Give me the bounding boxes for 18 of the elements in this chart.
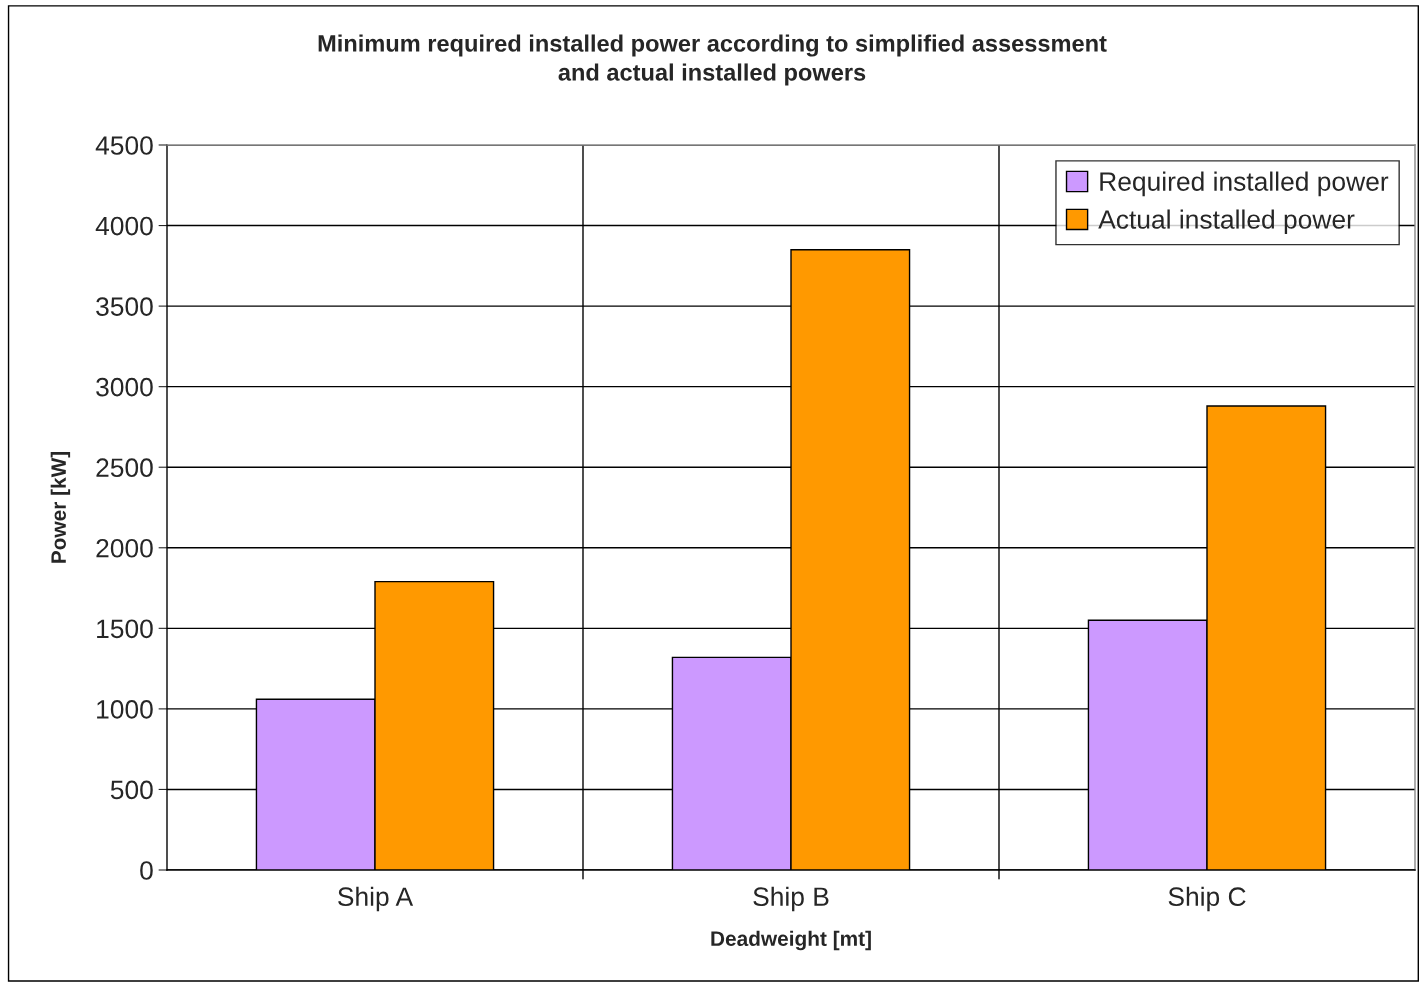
y-tick-label: 2000 [96,538,153,558]
y-tick-label: 2500 [96,458,153,478]
x-axis-title: Deadweight [mt] [711,930,871,951]
legend-label: Required installed power [1100,171,1389,197]
x-tick-label: Ship C [1168,886,1246,912]
legend-label: Actual installed power [1098,209,1355,235]
y-tick-label: 3500 [96,297,153,316]
y-tick-label: 0 [140,861,153,880]
x-tick-label: Ship B [753,886,829,912]
y-tick-label: 1500 [97,619,153,639]
chart-title: Minimum required installed power according to simplified assessment and actual installed powers [318,34,1107,86]
y-tick-label: 500 [110,780,153,800]
y-tick-label: 4500 [95,136,153,155]
y-tick-label: 1000 [97,700,153,719]
y-tick-label: 4000 [95,216,153,236]
y-axis-title: Power [kW] [50,451,71,563]
x-tick-label: Ship A [338,886,414,912]
y-tick-label: 3000 [96,377,153,397]
